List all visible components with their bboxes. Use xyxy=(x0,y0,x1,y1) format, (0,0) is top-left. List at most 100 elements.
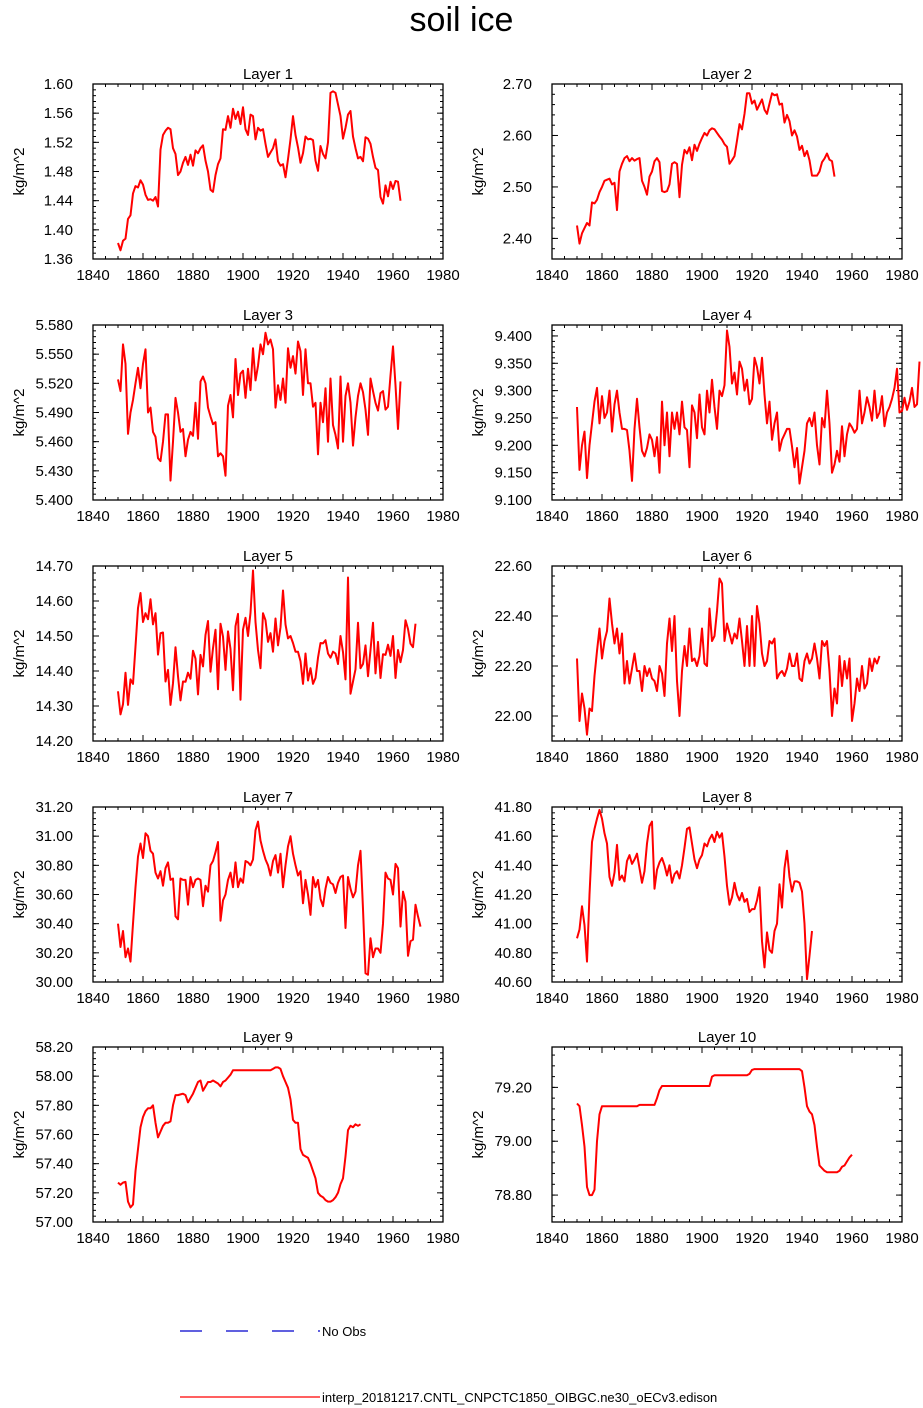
x-tick-label: 1960 xyxy=(376,990,409,1007)
series-line-model xyxy=(576,92,836,245)
x-tick-label: 1880 xyxy=(635,990,668,1007)
series-line-model xyxy=(117,331,402,482)
y-tick-label: 2.50 xyxy=(503,179,532,196)
plot-frame xyxy=(551,1046,903,1223)
y-tick-label: 30.20 xyxy=(35,945,73,962)
x-tick-label: 1920 xyxy=(276,267,309,284)
x-tick-label: 1940 xyxy=(785,749,818,766)
y-tick-label: 14.50 xyxy=(35,628,73,645)
chart-panel-1: Layer 1 kg/m^2 1840 1860 1880 1900 1920 1940 196… xyxy=(11,66,460,284)
y-tick-label: 14.20 xyxy=(35,733,73,750)
series-line-model xyxy=(117,820,422,976)
chart-title: Layer 9 xyxy=(243,1029,293,1046)
y-tick-label: 79.20 xyxy=(494,1079,532,1096)
x-tick-label: 1880 xyxy=(635,1230,668,1247)
x-tick-label: 1980 xyxy=(426,267,459,284)
x-tick-label: 1960 xyxy=(835,990,868,1007)
x-tick-label: 1900 xyxy=(685,1230,718,1247)
chart-title: Layer 3 xyxy=(243,307,293,324)
y-tick-label: 41.00 xyxy=(494,916,532,933)
x-tick-label: 1920 xyxy=(735,508,768,525)
y-tick-label: 9.100 xyxy=(494,492,532,509)
page-title: soil ice xyxy=(409,1,514,39)
plot-frame xyxy=(551,565,903,742)
x-tick-label: 1900 xyxy=(226,267,259,284)
y-axis-label: kg/m^2 xyxy=(470,148,487,196)
legend-obs: No Obs xyxy=(0,1322,923,1342)
x-tick-label: 1980 xyxy=(885,1230,918,1247)
y-tick-label: 40.80 xyxy=(494,945,532,962)
y-tick-label: 1.60 xyxy=(44,76,73,93)
y-tick-label: 58.20 xyxy=(35,1039,73,1056)
y-tick-label: 5.490 xyxy=(35,405,73,422)
x-tick-label: 1860 xyxy=(126,508,159,525)
y-tick-label: 22.20 xyxy=(494,658,532,675)
x-tick-label: 1900 xyxy=(685,267,718,284)
y-tick-label: 5.550 xyxy=(35,346,73,363)
x-tick-label: 1900 xyxy=(685,990,718,1007)
x-tick-label: 1920 xyxy=(276,508,309,525)
y-axis-label: kg/m^2 xyxy=(11,871,28,919)
legend-model-swatch xyxy=(180,1396,320,1398)
series-line-model xyxy=(117,90,402,252)
x-tick-label: 1920 xyxy=(735,267,768,284)
chart-title: Layer 7 xyxy=(243,789,293,806)
y-tick-label: 9.250 xyxy=(494,410,532,427)
y-tick-label: 14.60 xyxy=(35,593,73,610)
chart-panel-7: Layer 7 kg/m^2 1840 1860 1880 1900 1920 1940 196… xyxy=(11,789,460,1007)
chart-title: Layer 5 xyxy=(243,548,293,565)
x-tick-label: 1840 xyxy=(535,508,568,525)
series-line-model xyxy=(576,577,881,736)
y-tick-label: 14.30 xyxy=(35,698,73,715)
series-line-model xyxy=(117,1066,362,1209)
x-tick-label: 1840 xyxy=(76,1230,109,1247)
x-tick-label: 1940 xyxy=(785,990,818,1007)
legend-model: interp_20181217.CNTL_CNPCTC1850_OIBGC.ne… xyxy=(0,1388,923,1408)
y-axis-label: kg/m^2 xyxy=(11,148,28,196)
x-tick-label: 1860 xyxy=(585,267,618,284)
y-tick-label: 2.40 xyxy=(503,230,532,247)
x-tick-label: 1960 xyxy=(835,508,868,525)
chart-panel-9: Layer 9 kg/m^2 1840 1860 1880 1900 1920 1940 196… xyxy=(11,1029,460,1247)
y-axis-label: kg/m^2 xyxy=(11,1111,28,1159)
x-tick-label: 1860 xyxy=(126,990,159,1007)
x-tick-label: 1900 xyxy=(685,749,718,766)
x-tick-label: 1840 xyxy=(76,749,109,766)
y-tick-label: 79.00 xyxy=(494,1133,532,1150)
x-tick-label: 1860 xyxy=(126,267,159,284)
x-tick-label: 1880 xyxy=(635,749,668,766)
series-line-model xyxy=(117,569,417,716)
series-line-model xyxy=(576,329,921,485)
x-tick-label: 1840 xyxy=(535,1230,568,1247)
y-axis-label: kg/m^2 xyxy=(470,389,487,437)
x-tick-label: 1860 xyxy=(126,1230,159,1247)
y-tick-label: 1.36 xyxy=(44,251,73,268)
series-line-model xyxy=(576,808,813,981)
x-tick-label: 1840 xyxy=(535,990,568,1007)
x-tick-label: 1980 xyxy=(426,508,459,525)
x-tick-label: 1940 xyxy=(785,508,818,525)
x-tick-label: 1880 xyxy=(176,267,209,284)
y-tick-label: 57.60 xyxy=(35,1127,73,1144)
x-tick-label: 1880 xyxy=(176,990,209,1007)
y-tick-label: 14.70 xyxy=(35,558,73,575)
y-tick-label: 30.60 xyxy=(35,887,73,904)
x-tick-label: 1920 xyxy=(276,990,309,1007)
x-tick-label: 1840 xyxy=(535,267,568,284)
y-tick-label: 5.580 xyxy=(35,317,73,334)
y-tick-label: 57.80 xyxy=(35,1097,73,1114)
x-tick-label: 1960 xyxy=(376,749,409,766)
y-tick-label: 5.520 xyxy=(35,375,73,392)
y-axis-label: kg/m^2 xyxy=(470,630,487,678)
y-tick-label: 30.40 xyxy=(35,916,73,933)
x-tick-label: 1940 xyxy=(785,267,818,284)
y-tick-label: 5.430 xyxy=(35,463,73,480)
plot-frame xyxy=(92,1046,444,1223)
x-tick-label: 1900 xyxy=(685,508,718,525)
y-tick-label: 1.40 xyxy=(44,222,73,239)
x-tick-label: 1880 xyxy=(635,267,668,284)
y-tick-label: 30.80 xyxy=(35,857,73,874)
x-tick-label: 1920 xyxy=(735,990,768,1007)
x-tick-label: 1860 xyxy=(585,1230,618,1247)
